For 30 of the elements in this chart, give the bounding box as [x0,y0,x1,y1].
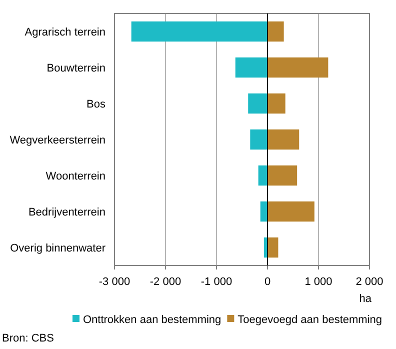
bar [250,129,268,150]
bar [260,201,268,222]
x-axis-title: ha [359,293,372,305]
bar [248,93,268,114]
bar [131,21,268,42]
bar [258,165,268,186]
bar [268,93,286,114]
y-tick-label: Bedrijventerrein [28,206,106,218]
bar [268,21,284,42]
x-tick-label: 0 [264,276,271,288]
x-tick-label: 1 000 [304,276,332,288]
bar [268,57,328,78]
y-tick-label: Overig binnenwater [10,242,106,254]
text: Bron: CBS [2,332,54,344]
bar [268,237,278,258]
y-tick-label: Bouwterrein [46,62,106,74]
legend-label: Toegevoegd aan bestemming [238,314,382,326]
bar [235,57,268,78]
x-tick-label: 2 000 [356,276,384,288]
legend-label: Onttrokken aan bestemming [82,314,222,326]
y-tick-label: Woonterrein [46,170,106,182]
y-tick-label: Bos [86,98,106,110]
x-tick-label: -3 000 [98,276,130,288]
x-tick-label: -1 000 [200,276,232,288]
y-tick-label: Wegverkeersterrein [10,134,106,146]
y-tick-label: Agrarisch terrein [24,26,106,38]
bar [268,201,314,222]
x-tick-label: -2 000 [150,276,182,288]
bar [268,129,300,150]
bar [268,165,298,186]
